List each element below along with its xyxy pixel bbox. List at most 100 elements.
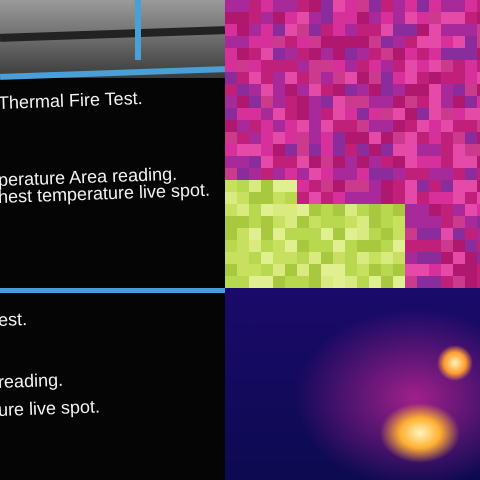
pixel xyxy=(249,180,261,192)
pixel xyxy=(297,72,309,84)
pixel xyxy=(249,84,261,96)
pixel xyxy=(297,36,309,48)
pixel xyxy=(405,84,417,96)
pixel xyxy=(369,192,381,204)
pixel xyxy=(405,204,417,216)
pixel xyxy=(429,0,441,12)
pixel xyxy=(477,108,480,120)
pixel xyxy=(285,84,297,96)
pixel xyxy=(393,216,405,228)
pixel xyxy=(249,12,261,24)
pixel xyxy=(453,0,465,12)
pixel xyxy=(417,12,429,24)
pixel xyxy=(417,156,429,168)
pixel xyxy=(225,48,237,60)
pixel xyxy=(465,240,477,252)
pixel xyxy=(357,204,369,216)
pixel xyxy=(321,96,333,108)
pixel xyxy=(285,228,297,240)
pixel xyxy=(357,0,369,12)
pixel xyxy=(261,96,273,108)
pixel xyxy=(369,36,381,48)
pixel xyxy=(477,240,480,252)
pixel xyxy=(225,216,237,228)
pixel xyxy=(477,168,480,180)
pixel xyxy=(381,24,393,36)
pixel xyxy=(261,0,273,12)
pixel xyxy=(237,108,249,120)
pixel xyxy=(357,84,369,96)
pixel xyxy=(297,60,309,72)
pixel xyxy=(405,276,417,288)
pixel xyxy=(441,12,453,24)
pixel xyxy=(273,120,285,132)
pixel xyxy=(321,156,333,168)
pixel xyxy=(225,120,237,132)
pixel xyxy=(441,240,453,252)
pixel xyxy=(453,192,465,204)
pixel xyxy=(465,36,477,48)
pixel xyxy=(465,156,477,168)
pixel xyxy=(333,276,345,288)
pixel xyxy=(285,240,297,252)
pixel xyxy=(381,48,393,60)
pixel xyxy=(345,0,357,12)
pixel xyxy=(429,120,441,132)
pixel xyxy=(357,60,369,72)
pixel xyxy=(357,108,369,120)
pixel xyxy=(369,84,381,96)
pixel xyxy=(441,24,453,36)
pixel xyxy=(249,108,261,120)
pixel xyxy=(417,60,429,72)
pixel xyxy=(261,48,273,60)
pixel xyxy=(453,12,465,24)
pixel xyxy=(273,12,285,24)
pixel xyxy=(465,180,477,192)
pixel xyxy=(225,24,237,36)
pixel xyxy=(357,264,369,276)
pixel xyxy=(333,60,345,72)
pixel xyxy=(345,96,357,108)
pixel xyxy=(273,144,285,156)
pixel xyxy=(273,240,285,252)
pixel xyxy=(237,168,249,180)
pixel xyxy=(333,120,345,132)
pixel xyxy=(225,60,237,72)
pixel xyxy=(345,120,357,132)
pixel xyxy=(225,108,237,120)
pixel xyxy=(261,84,273,96)
pixel xyxy=(405,156,417,168)
pixel xyxy=(369,48,381,60)
pixel xyxy=(357,48,369,60)
pixel xyxy=(477,252,480,264)
pixel xyxy=(405,240,417,252)
pixel xyxy=(261,264,273,276)
pixel xyxy=(225,132,237,144)
pixel xyxy=(333,12,345,24)
pixel xyxy=(441,204,453,216)
pixel xyxy=(465,132,477,144)
pixel xyxy=(297,108,309,120)
pixel xyxy=(465,252,477,264)
pixel xyxy=(453,240,465,252)
pixel xyxy=(441,0,453,12)
pixel xyxy=(405,72,417,84)
pixel xyxy=(321,48,333,60)
pixel xyxy=(453,120,465,132)
pixel xyxy=(261,192,273,204)
pixel xyxy=(249,48,261,60)
pixel xyxy=(369,108,381,120)
pixel xyxy=(369,60,381,72)
pixel xyxy=(357,216,369,228)
pixel xyxy=(357,120,369,132)
pixel xyxy=(285,60,297,72)
pixel xyxy=(357,132,369,144)
pixel xyxy=(297,228,309,240)
pixel xyxy=(441,252,453,264)
pixel xyxy=(453,252,465,264)
pixel xyxy=(333,228,345,240)
pixel xyxy=(261,228,273,240)
pixel xyxy=(417,228,429,240)
pixel xyxy=(429,108,441,120)
